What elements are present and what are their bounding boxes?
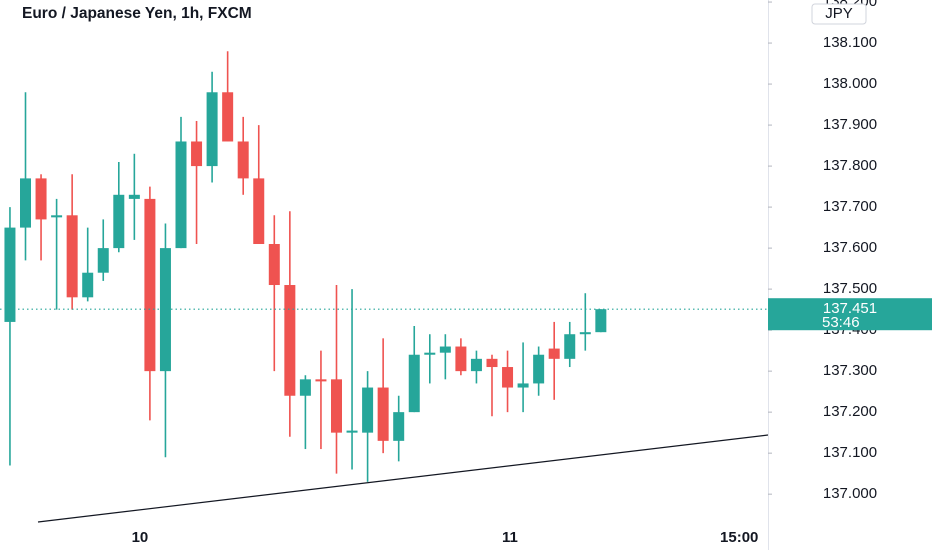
candle-body bbox=[20, 178, 32, 228]
candle-body bbox=[470, 358, 482, 372]
y-tick-label: 137.500 bbox=[823, 280, 877, 297]
candle-body bbox=[175, 141, 187, 249]
candle-body bbox=[393, 412, 405, 441]
candle-body bbox=[113, 194, 125, 249]
y-tick-label: 138.000 bbox=[823, 75, 877, 92]
candle-body bbox=[548, 348, 560, 359]
candle-body bbox=[564, 334, 576, 359]
candle-body bbox=[159, 248, 171, 372]
candle-body bbox=[299, 379, 311, 396]
candle-body bbox=[222, 92, 234, 142]
candle-body bbox=[97, 248, 109, 273]
candle-body bbox=[579, 332, 591, 335]
y-tick-label: 138.100 bbox=[823, 34, 877, 51]
y-tick-label: 137.000 bbox=[823, 485, 877, 502]
chart-title: Euro / Japanese Yen, 1h, FXCM bbox=[22, 5, 252, 22]
trend-line bbox=[37, 434, 769, 523]
y-tick-label: 137.700 bbox=[823, 198, 877, 215]
currency-label: JPY bbox=[825, 5, 853, 22]
candle-body bbox=[517, 383, 529, 388]
x-tick-label: 10 bbox=[132, 529, 149, 546]
last-price-label: 137.451 bbox=[823, 300, 877, 317]
candle-body bbox=[4, 227, 16, 322]
candle-body bbox=[268, 244, 280, 286]
candle-body bbox=[330, 379, 342, 433]
y-tick-label: 137.800 bbox=[823, 157, 877, 174]
candle-body bbox=[346, 430, 358, 433]
candle-body bbox=[66, 215, 78, 298]
candle-body bbox=[595, 309, 607, 333]
currency-box bbox=[811, 3, 867, 25]
x-tick-label: 15:00 bbox=[720, 529, 758, 546]
y-tick-label: 137.900 bbox=[823, 116, 877, 133]
countdown-label: 53:46 bbox=[822, 314, 860, 331]
candle-body bbox=[237, 141, 249, 179]
y-tick-label: 137.600 bbox=[823, 239, 877, 256]
price-axis: 137.000137.100137.200137.300137.400137.5… bbox=[768, 0, 932, 502]
candle-body bbox=[51, 215, 63, 218]
y-tick-label: 137.300 bbox=[823, 362, 877, 379]
candle-body bbox=[35, 178, 47, 220]
candle-body bbox=[315, 379, 327, 382]
candle-body bbox=[533, 354, 545, 384]
candle-body bbox=[424, 352, 436, 355]
x-tick-label: 11 bbox=[502, 529, 518, 546]
candle-body bbox=[439, 346, 451, 353]
plot-area: 10 11 15:00 bbox=[0, 51, 768, 546]
candle-body bbox=[253, 178, 265, 245]
candle-body bbox=[284, 285, 296, 396]
candle-body bbox=[191, 141, 203, 167]
candle-body bbox=[206, 92, 218, 167]
candle-body bbox=[362, 387, 374, 433]
candle-body bbox=[82, 272, 94, 298]
candle-body bbox=[377, 387, 389, 441]
candle-body bbox=[408, 354, 420, 413]
candle-body bbox=[144, 198, 156, 372]
candle-body bbox=[486, 358, 498, 368]
y-tick-label: 137.100 bbox=[823, 444, 877, 461]
last-price-box bbox=[768, 298, 932, 331]
candle-body bbox=[502, 367, 514, 388]
y-tick-label: 137.200 bbox=[823, 403, 877, 420]
candle-body bbox=[128, 194, 140, 199]
candle-body bbox=[455, 346, 467, 372]
